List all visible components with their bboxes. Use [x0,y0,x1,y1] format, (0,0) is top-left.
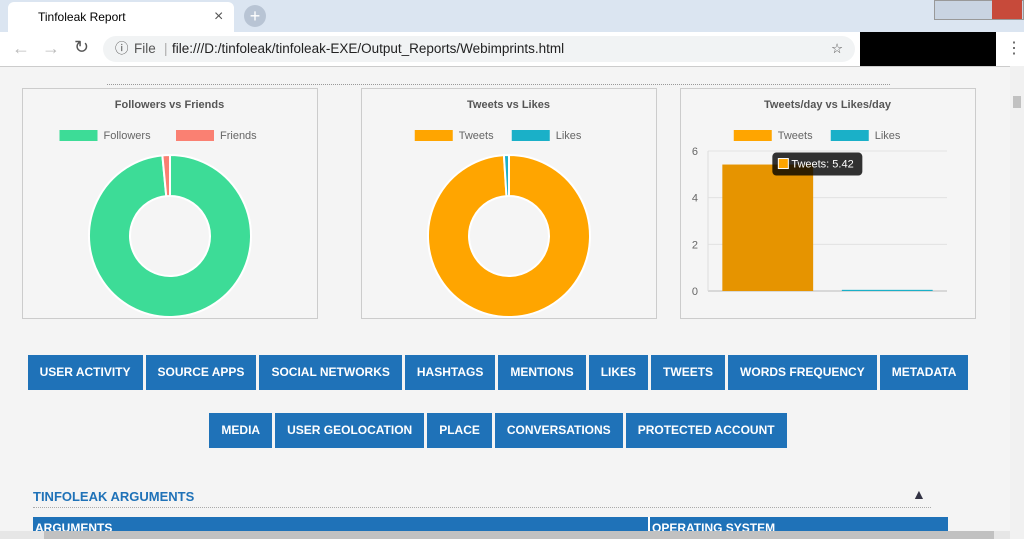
donut-slice [427,153,591,318]
new-tab[interactable]: + [244,5,266,27]
button-row: USER ACTIVITY SOURCE APPS SOCIAL NETWORKS H… [0,355,996,390]
nav-button[interactable]: CONVERSATIONS [494,413,623,448]
nav-button[interactable]: LIKES [588,355,649,390]
separator: | [164,41,168,56]
nav-button[interactable]: SOCIAL NETWORKS [259,355,402,390]
address-prefix: File [134,41,156,56]
nav-button[interactable]: USER ACTIVITY [27,355,143,390]
nav-button[interactable]: HASHTAGS [404,355,496,390]
nav-button[interactable]: METADATA [879,355,969,390]
y-tick-label: 2 [692,239,698,251]
url: file:///D:/tinfoleak/tinfoleak-EXE/Outpu… [172,41,565,56]
donut-slice [502,153,510,198]
nav-button[interactable]: WORDS FREQUENCY [728,355,877,390]
y-tick-label: 0 [692,286,698,298]
legend-label: Likes [556,130,582,142]
legend-swatch [511,130,550,141]
y-tick-label: 4 [692,193,698,205]
menu-button[interactable]: ⋮ [1006,40,1022,57]
donut-slice [161,153,171,198]
browser-tab[interactable]: Tinfoleak Report × [8,2,234,32]
nav-button[interactable]: MENTIONS [498,355,586,390]
back-button[interactable]: ← [12,38,30,58]
bar [841,289,933,291]
h-scrollbar[interactable] [0,531,1010,539]
legend-swatch [733,130,772,141]
legend-label: Tweets [778,130,813,142]
legend-swatch [176,130,214,141]
section-title: TINFOLEAK ARGUMENTS [33,489,195,504]
legend-label: Tweets [459,130,494,142]
reload-button[interactable]: ↻ [74,37,90,57]
close-window[interactable] [992,0,1022,19]
divider [33,507,931,508]
tab-close[interactable]: × [214,8,224,25]
tooltip [772,152,863,176]
charts: Followers vs Friends Followers Friends Twee… [22,88,976,319]
nav-button[interactable]: PROTECTED ACCOUNT [625,413,787,448]
forward-button[interactable]: → [42,38,60,58]
tooltip-swatch [777,158,789,170]
bookmark-star[interactable]: ☆ [831,41,844,56]
legend-label: Friends [220,130,257,142]
legend-swatch [830,130,869,141]
legend-swatch [59,130,98,141]
button-row: MEDIA USER GEOLOCATION PLACE CONVERSATIONS P… [0,413,996,448]
legend-swatch [414,130,453,141]
nav-button[interactable]: TWEETS [651,355,726,390]
bar [722,164,814,291]
v-scrollbar[interactable] [1010,66,1024,539]
collapse-arrow[interactable]: ▲ [912,486,926,502]
chart-title: Followers vs Friends [115,99,224,111]
tooltip-text: Tweets: 5.42 [791,159,853,171]
chart-title: Tweets/day vs Likes/day [764,99,892,111]
nav-button[interactable]: PLACE [427,413,492,448]
legend-label: Followers [104,130,152,142]
redacted-area [860,32,996,66]
tab-title: Tinfoleak Report [38,10,126,24]
address-bar[interactable]: ⓘ File | file:///D:/tinfoleak/tinfoleak-… [103,36,855,62]
y-tick-label: 6 [692,146,698,158]
donut-slice [88,153,252,318]
divider [107,84,890,85]
nav-button[interactable]: SOURCE APPS [145,355,257,390]
legend-label: Likes [875,130,901,142]
chart-title: Tweets vs Likes [467,99,550,111]
nav-button[interactable]: USER GEOLOCATION [275,413,425,448]
info-icon: ⓘ [115,41,129,56]
nav-button[interactable]: MEDIA [209,413,273,448]
